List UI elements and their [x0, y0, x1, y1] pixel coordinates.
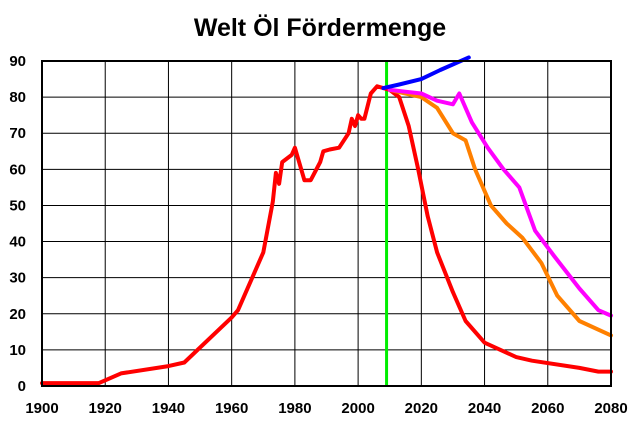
y-tick-label: 30 [9, 270, 26, 287]
x-tick-label: 2040 [468, 400, 501, 417]
y-tick-label: 90 [9, 53, 26, 70]
x-tick-label: 1980 [278, 400, 311, 417]
x-tick-label: 2080 [594, 400, 627, 417]
series-layer [40, 55, 613, 386]
y-tick-label: 20 [9, 306, 26, 323]
series-line-4 [381, 55, 471, 91]
x-tick-label: 2060 [531, 400, 564, 417]
x-tick-label: 2020 [405, 400, 438, 417]
chart-title: Welt Öl Fördermenge [193, 14, 447, 42]
y-tick-label: 60 [9, 161, 26, 178]
x-tick-label: 1940 [152, 400, 185, 417]
x-tick-label: 2000 [341, 400, 374, 417]
series-line-1 [40, 84, 613, 386]
y-tick-label: 70 [9, 125, 26, 142]
y-tick-label: 0 [18, 378, 26, 395]
grid [41, 60, 612, 387]
x-tick-label: 1900 [25, 400, 58, 417]
series-line-2 [387, 87, 613, 338]
series-line-3 [387, 87, 613, 318]
y-tick-label: 50 [9, 197, 26, 214]
x-tick-label: 1920 [89, 400, 122, 417]
y-tick-label: 80 [9, 89, 26, 106]
tick-labels: 1900 1920 1940 1960 1980 2000 2020 2040 2060 2080… [9, 53, 627, 417]
y-tick-label: 10 [9, 342, 26, 359]
plot-frame [41, 60, 612, 387]
y-tick-label: 40 [9, 234, 26, 251]
x-tick-label: 1960 [215, 400, 248, 417]
